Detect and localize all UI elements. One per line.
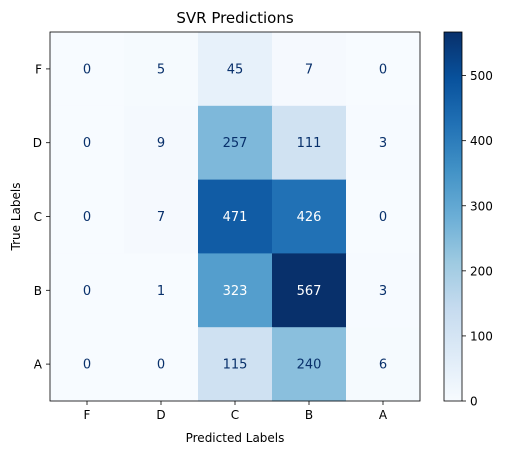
colorbar-tick-label: 400	[470, 134, 493, 148]
cell-value-label: 0	[83, 358, 91, 373]
heatmap-cell	[346, 327, 421, 402]
cell-value-label: 3	[379, 284, 387, 299]
cell-value-label: 426	[297, 210, 322, 225]
heatmap-cell	[50, 327, 125, 402]
heatmap-cell	[50, 105, 125, 181]
y-axis-label: True Labels	[9, 183, 23, 252]
heatmap-cell	[272, 179, 347, 254]
colorbar-tick-label: 500	[470, 69, 493, 83]
cell-value-label: 1	[157, 284, 165, 299]
heatmap-cell	[346, 105, 421, 181]
cell-value-label: 5	[157, 62, 165, 77]
chart-title: SVR Predictions	[176, 9, 293, 27]
x-tick-label: F	[84, 408, 91, 422]
cell-value-label: 0	[83, 62, 91, 77]
heatmap-cell	[346, 253, 421, 328]
heatmap-cell	[50, 179, 125, 254]
cell-value-label: 7	[157, 210, 165, 225]
cell-value-label: 0	[379, 62, 387, 77]
cell-value-label: 0	[157, 358, 165, 373]
heatmap-cell	[124, 327, 199, 402]
cell-value-label: 0	[83, 284, 91, 299]
colorbar-tick-label: 200	[470, 264, 493, 278]
y-tick-label: C	[34, 210, 42, 224]
cell-value-label: 6	[379, 358, 387, 373]
heatmap-cell	[124, 179, 199, 254]
heatmap-cell	[346, 32, 421, 107]
cell-value-label: 9	[157, 136, 165, 151]
heatmap-cell-labels: 0 5 45 7 0 0 9 257 111 3 0 7 471 426 0 0 1 323 567 3 0 0 115 24…	[83, 62, 387, 372]
heatmap-cells	[50, 32, 421, 402]
heatmap-cell	[198, 327, 273, 402]
cell-value-label: 257	[223, 136, 248, 151]
colorbar-ticks: 0 100 200 300 400 500	[462, 69, 493, 409]
cell-value-label: 240	[297, 358, 322, 373]
y-tick-label: B	[34, 284, 42, 298]
y-tick-label: A	[34, 358, 43, 372]
cell-value-label: 323	[223, 284, 248, 299]
cell-value-label: 0	[379, 210, 387, 225]
cell-value-label: 3	[379, 136, 387, 151]
cell-value-label: 115	[223, 358, 248, 373]
cell-value-label: 0	[83, 210, 91, 225]
heatmap-cell	[198, 32, 273, 107]
heatmap-cell	[272, 32, 347, 107]
heatmap-cell	[272, 105, 347, 181]
y-tick-label: D	[33, 136, 42, 150]
heatmap-cell	[198, 253, 273, 328]
cell-value-label: 0	[83, 136, 91, 151]
heatmap-cell	[124, 253, 199, 328]
cell-value-label: 45	[227, 62, 244, 77]
heatmap-cell	[124, 32, 199, 107]
cell-value-label: 567	[297, 284, 322, 299]
heatmap-cell	[198, 105, 273, 181]
heatmap-cell	[346, 179, 421, 254]
colorbar	[443, 31, 463, 402]
heatmap-cell	[124, 105, 199, 181]
y-tick-label: F	[35, 62, 42, 76]
heatmap-cell	[50, 32, 125, 107]
x-axis-label: Predicted Labels	[186, 431, 285, 445]
colorbar-tick-label: 0	[470, 395, 478, 409]
x-tick-label: A	[379, 408, 388, 422]
colorbar-tick-label: 300	[470, 199, 493, 213]
heatmap-cell	[272, 253, 347, 328]
heatmap-cell	[50, 253, 125, 328]
cell-value-label: 7	[305, 62, 313, 77]
cell-value-label: 471	[223, 210, 248, 225]
x-tick-label: C	[231, 408, 239, 422]
x-tick-label: B	[305, 408, 313, 422]
colorbar-tick-label: 100	[470, 329, 493, 343]
y-axis-ticks: F D C B A	[33, 62, 50, 372]
heatmap-cell	[198, 179, 273, 254]
cell-value-label: 111	[297, 136, 322, 151]
heatmap-cell	[272, 327, 347, 402]
x-tick-label: D	[156, 408, 165, 422]
